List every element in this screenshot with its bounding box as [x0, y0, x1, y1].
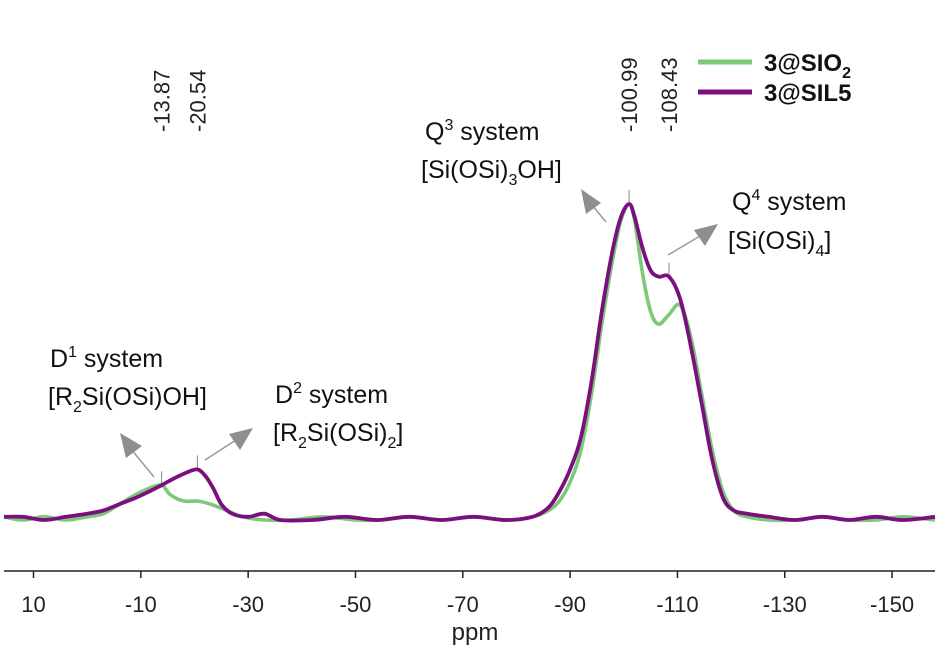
annotation-q3: Q3 system [Si(OSi)3OH] [421, 117, 562, 189]
series-line-3-sil5 [3, 202, 936, 523]
x-tick-label: -90 [554, 592, 586, 617]
q4-title: Q4 system [732, 187, 846, 216]
x-axis-ticks: 10 -10 -30 -50 -70 -90 -110 -130 -150 [21, 571, 914, 617]
x-tick-label: -150 [870, 592, 914, 617]
q4-arrow [667, 224, 718, 256]
x-tick-label: -30 [232, 592, 264, 617]
x-tick-label: -10 [125, 592, 157, 617]
annotation-q4: Q4 system [Si(OSi)4] [728, 187, 846, 260]
peak-label: -100.99 [617, 57, 642, 132]
peak-labels: -13.87 -20.54 -100.99 -108.43 [150, 57, 682, 484]
x-axis-label: ppm [452, 619, 499, 646]
x-tick-label: -50 [340, 592, 372, 617]
q3-title: Q3 system [425, 117, 539, 146]
d2-arrow [204, 428, 253, 461]
d1-formula: [R2Si(OSi)OH] [48, 383, 207, 416]
d2-formula: [R2Si(OSi)2] [273, 419, 403, 452]
q3-formula: [Si(OSi)3OH] [421, 156, 562, 189]
q3-arrow [581, 189, 607, 223]
peak-label: -13.87 [150, 70, 175, 132]
q4-formula: [Si(OSi)4] [728, 227, 831, 260]
d1-arrow [120, 433, 155, 478]
annotation-arrows [120, 189, 718, 478]
x-tick-label: -110 [656, 592, 698, 617]
x-tick-label: -130 [763, 592, 807, 617]
legend-label-3-sio2: 3@SIO2 [764, 50, 851, 82]
series-lines [3, 202, 936, 523]
legend-label-3-sil5: 3@SIL5 [764, 80, 851, 107]
legend: 3@SIO2 3@SIL5 [698, 50, 851, 107]
peak-label: -20.54 [185, 70, 210, 132]
annotation-d1: D1 system [R2Si(OSi)OH] [48, 344, 207, 416]
d1-title: D1 system [50, 344, 163, 373]
d2-title: D2 system [275, 380, 388, 409]
x-tick-label: 10 [21, 592, 45, 617]
x-tick-label: -70 [447, 592, 479, 617]
peak-label: -108.43 [657, 57, 682, 132]
annotation-d2: D2 system [R2Si(OSi)2] [273, 380, 403, 452]
